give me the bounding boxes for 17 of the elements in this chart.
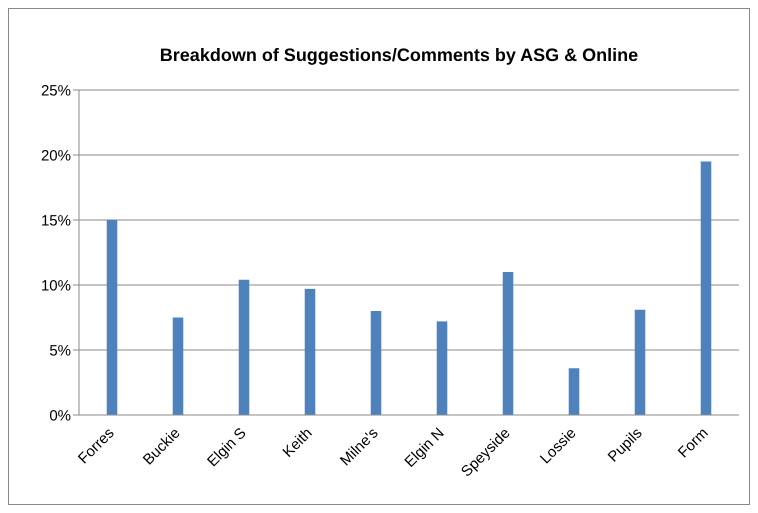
y-tick-label: 5%	[49, 342, 71, 360]
bar	[304, 288, 316, 415]
bar	[238, 280, 250, 415]
y-tick-label: 10%	[40, 277, 71, 294]
bar	[568, 368, 580, 415]
y-tick-label: 20%	[40, 147, 71, 164]
bar	[502, 272, 514, 415]
bar	[436, 321, 448, 415]
bar	[106, 220, 118, 415]
bar	[634, 310, 646, 415]
bar	[172, 318, 184, 415]
y-tick-label: 15%	[40, 212, 71, 230]
bar	[700, 162, 712, 415]
bar	[370, 311, 382, 415]
y-tick-label: 25%	[40, 82, 71, 100]
y-tick-label: 0%	[49, 407, 71, 424]
chart-title: Breakdown of Suggestions/Comments by ASG & Online	[158, 44, 640, 67]
